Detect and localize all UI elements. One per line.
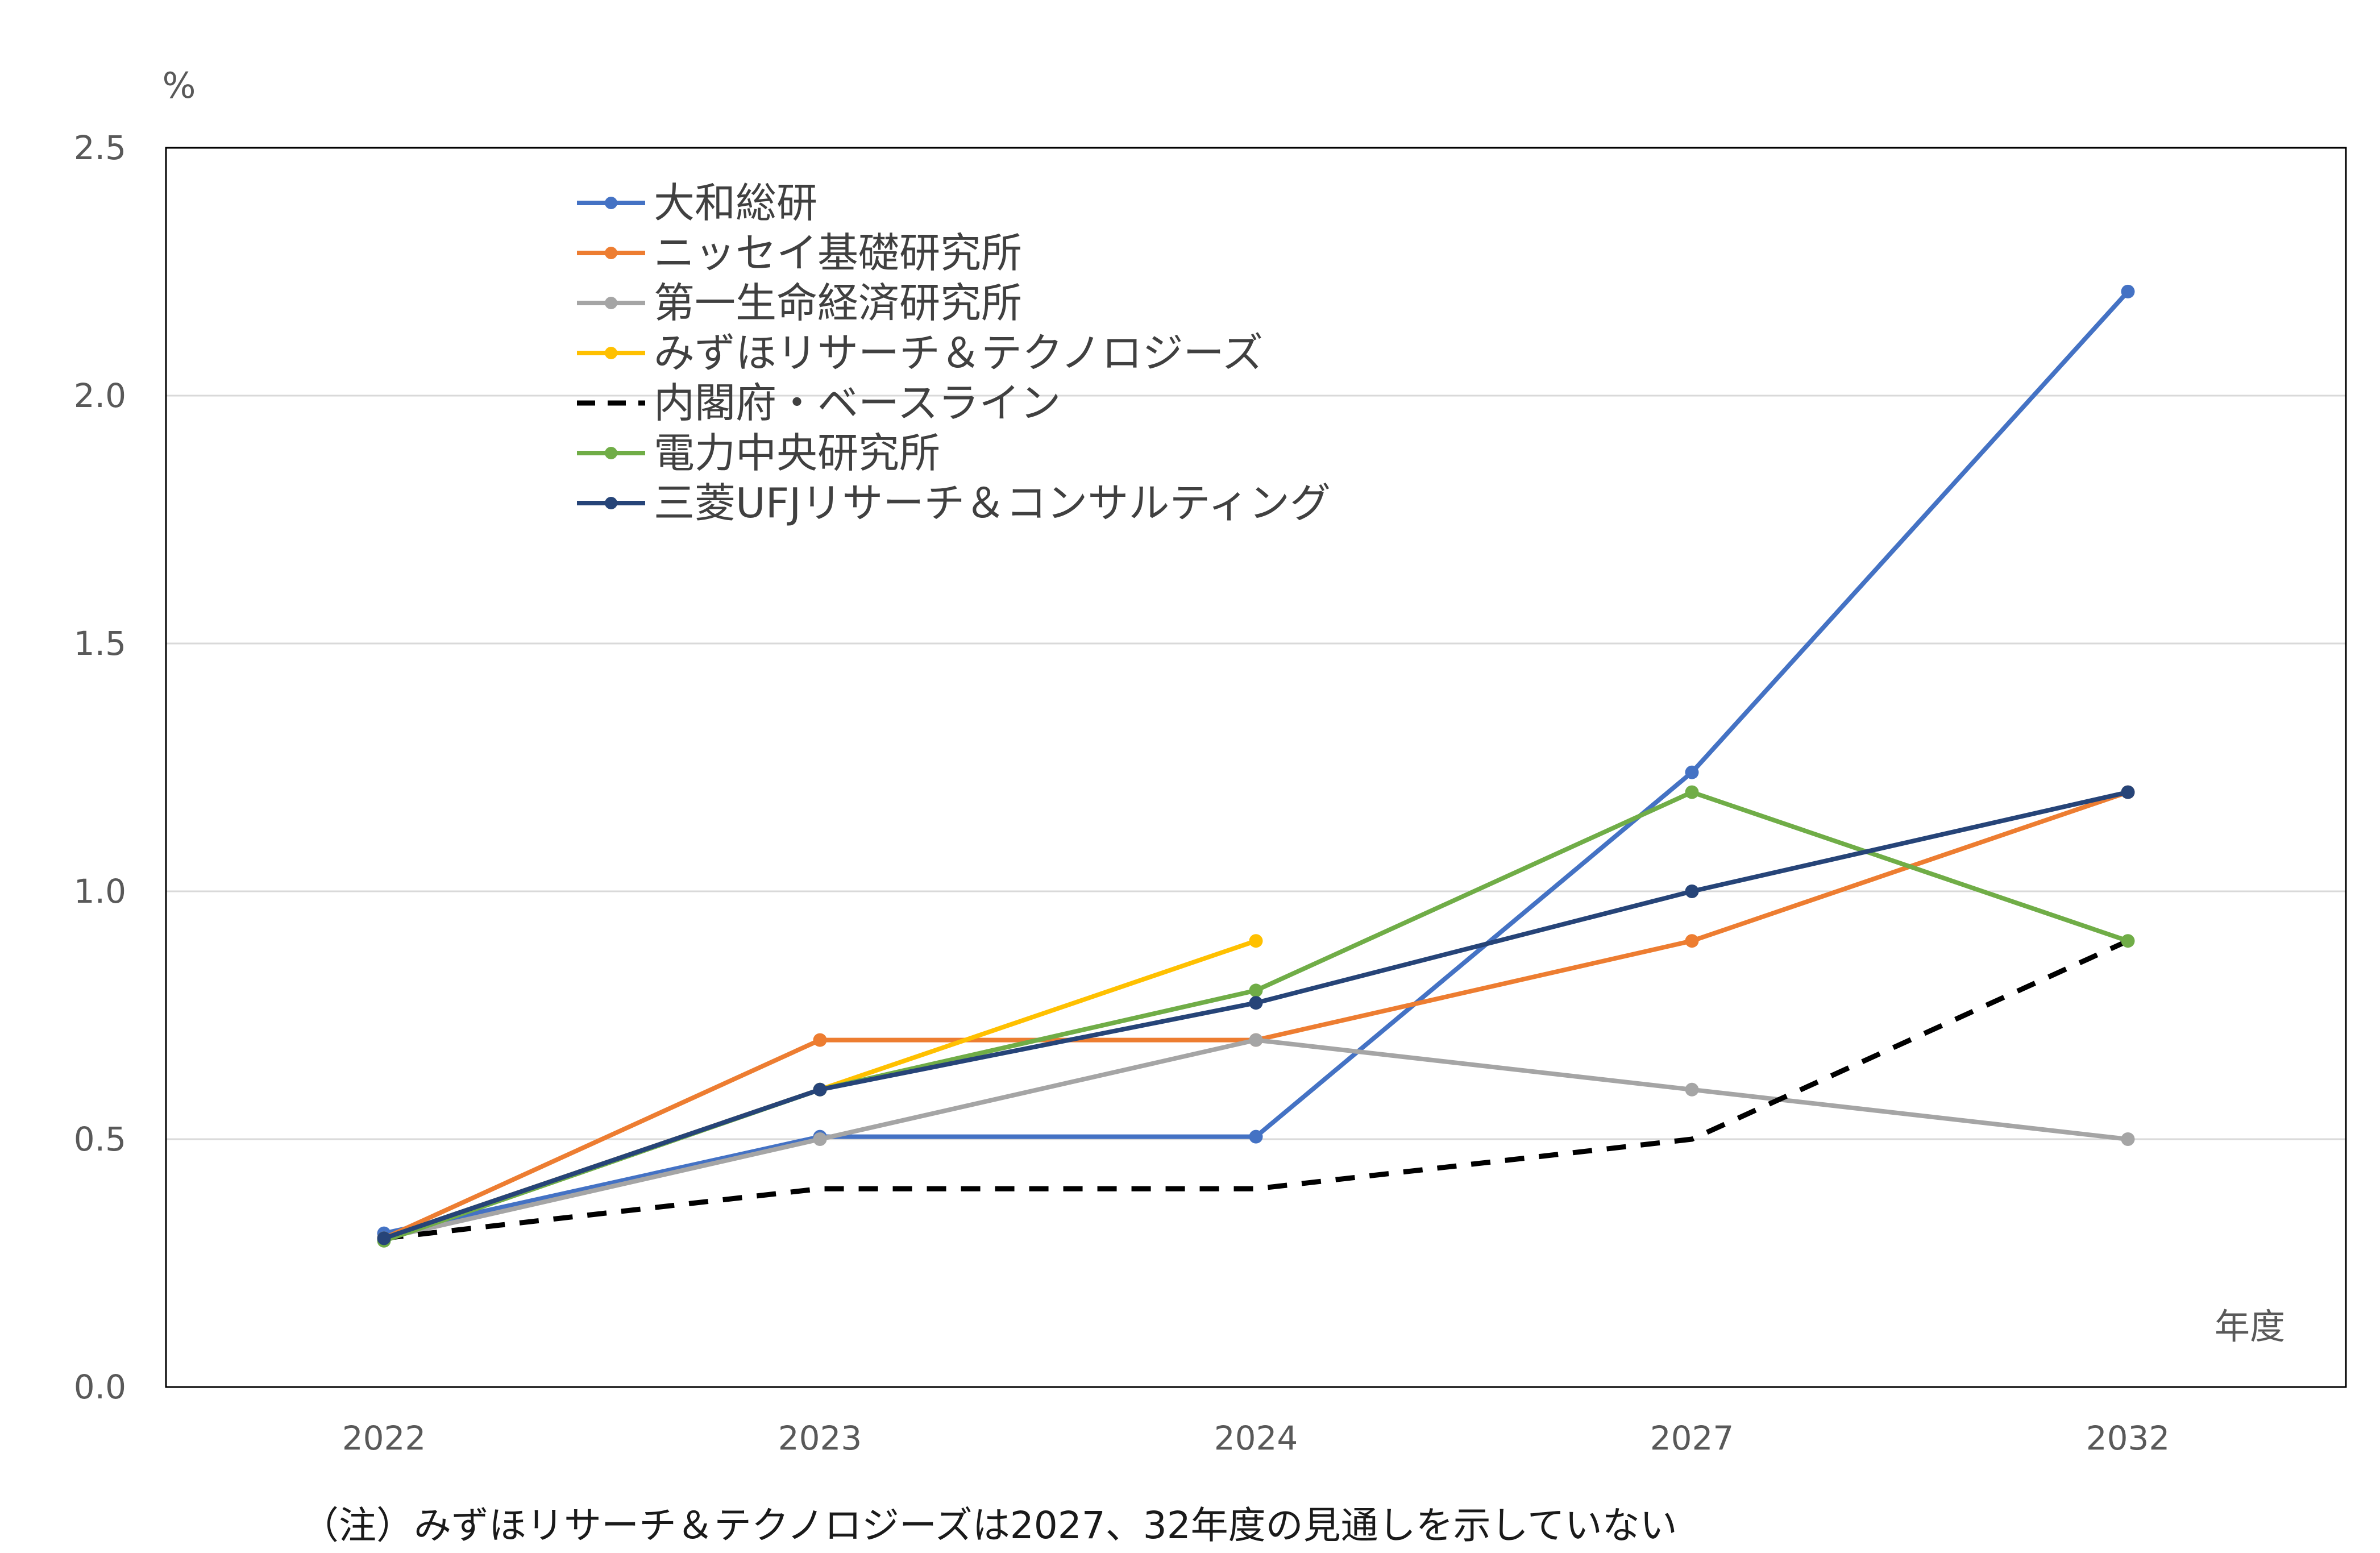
legend-label: みずほリサーチ＆テクノロジーズ <box>654 329 1263 377</box>
x-tick-label: 2024 <box>1214 1419 1298 1458</box>
legend-label: 電力中央研究所 <box>654 429 940 477</box>
data-point <box>2121 785 2135 799</box>
legend-marker <box>605 297 617 309</box>
y-tick-label: 2.0 <box>74 376 126 415</box>
data-point <box>377 1231 391 1245</box>
data-point <box>1685 1082 1699 1097</box>
x-tick-label: 2022 <box>342 1419 426 1458</box>
legend-label: 内閣府・ベースライン <box>654 379 1061 427</box>
x-tick-label: 2027 <box>1650 1419 1734 1458</box>
data-point <box>813 1132 827 1146</box>
data-point <box>1249 996 1263 1010</box>
data-point <box>813 1082 827 1097</box>
data-point <box>1249 983 1263 998</box>
x-axis-unit: 年度 <box>2215 1306 2285 1347</box>
series-group <box>377 785 2135 1245</box>
data-point <box>1685 934 1699 948</box>
y-axis-unit: % <box>163 65 196 106</box>
data-point <box>2121 1132 2135 1146</box>
legend: 大和総研ニッセイ基礎研究所第一生命経済研究所みずほリサーチ＆テクノロジーズ内閣府… <box>577 179 1331 527</box>
legend-label: 三菱UFJリサーチ＆コンサルティング <box>654 479 1331 527</box>
series-line <box>383 939 2129 1241</box>
legend-item: みずほリサーチ＆テクノロジーズ <box>577 329 1263 377</box>
series-line <box>381 289 2130 1236</box>
legend-label: 第一生命経済研究所 <box>654 279 1022 327</box>
x-tick-label: 2032 <box>2086 1419 2170 1458</box>
data-point <box>1249 1033 1263 1047</box>
data-point <box>1249 1130 1263 1144</box>
data-point <box>1249 934 1263 948</box>
data-point <box>813 1033 827 1047</box>
plot-area <box>165 147 2347 1388</box>
series-group <box>377 284 2135 1240</box>
legend-item: 電力中央研究所 <box>577 429 940 477</box>
legend-item: ニッセイ基礎研究所 <box>577 229 1022 277</box>
legend-item: 三菱UFJリサーチ＆コンサルティング <box>577 479 1331 527</box>
x-axis-ticks: 2022 2023 2024 2027 2032 <box>342 1419 2170 1458</box>
y-tick-label: 1.0 <box>74 872 126 911</box>
y-axis-ticks: 0.0 0.5 1.0 1.5 2.0 2.5 <box>74 128 126 1406</box>
legend-label: 大和総研 <box>654 179 817 227</box>
series-line <box>381 790 2130 1241</box>
x-tick-label: 2023 <box>778 1419 862 1458</box>
series-lines <box>377 284 2135 1248</box>
legend-item: 内閣府・ベースライン <box>577 379 1061 427</box>
legend-label: ニッセイ基礎研究所 <box>654 229 1022 277</box>
legend-item: 大和総研 <box>577 179 817 227</box>
legend-marker <box>605 347 617 359</box>
y-tick-label: 0.5 <box>74 1120 126 1158</box>
y-tick-label: 1.5 <box>74 624 126 663</box>
y-tick-label: 0.0 <box>74 1368 126 1406</box>
data-point <box>1685 785 1699 799</box>
data-point <box>1685 885 1699 898</box>
data-point <box>1685 765 1699 779</box>
legend-marker <box>605 197 617 209</box>
legend-marker <box>605 447 617 459</box>
series-group <box>383 939 2129 1241</box>
legend-marker <box>605 497 617 509</box>
data-point <box>2121 934 2135 948</box>
legend-item: 第一生命経済研究所 <box>577 279 1022 327</box>
legend-marker <box>605 247 617 259</box>
footnote: （注）みずほリサーチ＆テクノロジーズは2027、32年度の見通しを示していない <box>301 1504 1677 1547</box>
y-tick-label: 2.5 <box>74 128 126 167</box>
series-line <box>381 790 2130 1241</box>
data-point <box>2121 284 2135 298</box>
